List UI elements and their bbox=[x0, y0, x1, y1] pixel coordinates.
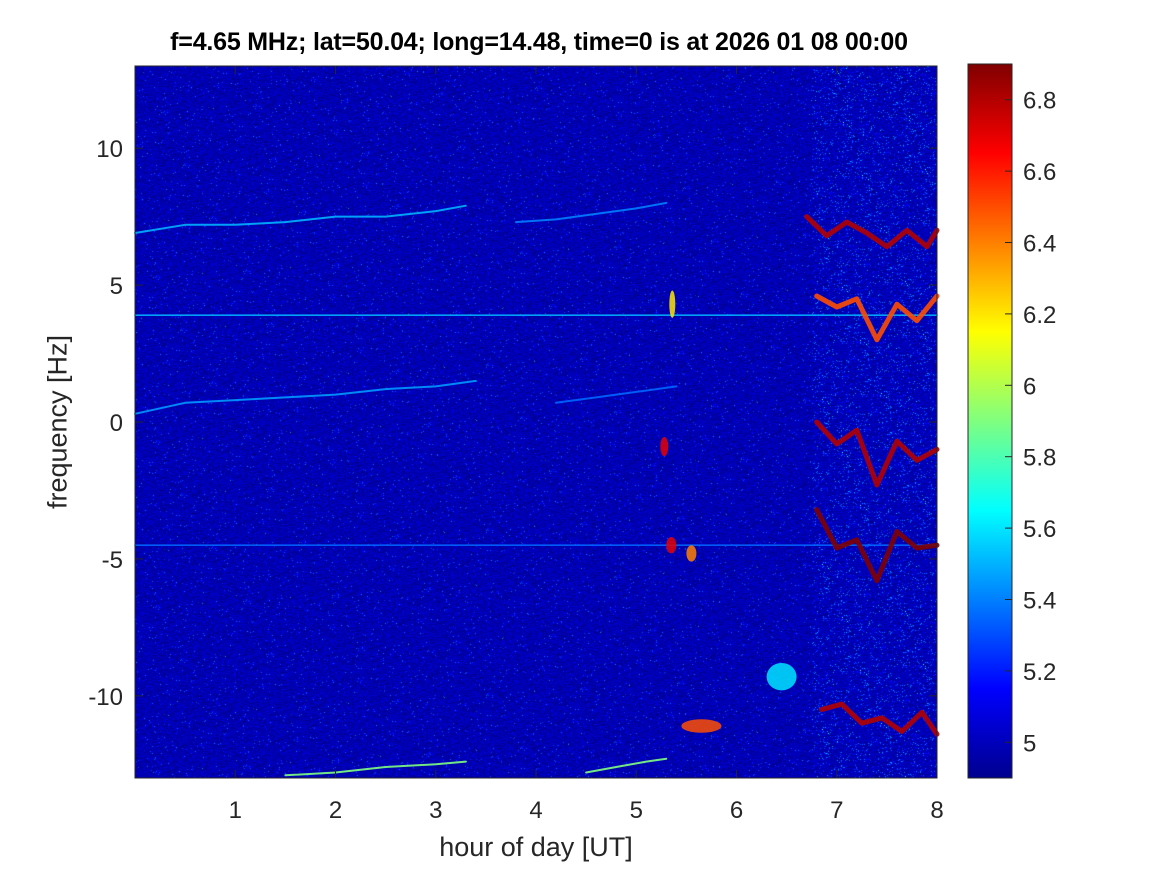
x-tick-label: 7 bbox=[830, 797, 843, 824]
colorbar-tick-label: 6.6 bbox=[1023, 159, 1056, 186]
doppler-trace-3 bbox=[515, 201, 668, 224]
doppler-trace-6 bbox=[284, 760, 467, 777]
doppler-trace-13 bbox=[804, 214, 940, 250]
y-axis-ticks: -10 -5 0 5 10 bbox=[88, 136, 937, 711]
colorbar-tick-label: 5 bbox=[1023, 730, 1036, 757]
signal-blob-9 bbox=[666, 537, 677, 554]
x-axis-label: hour of day [UT] bbox=[439, 832, 633, 862]
colorbar-ticks: 5 5.2 5.4 5.6 5.8 6 6.2 6.4 6.6 6.8 bbox=[1005, 88, 1056, 757]
y-tick-label: 10 bbox=[96, 136, 123, 163]
y-axis-label: frequency [Hz] bbox=[42, 334, 73, 510]
signal-blob-10 bbox=[686, 545, 697, 562]
x-tick-label: 1 bbox=[229, 797, 242, 824]
colorbar-tick-label: 6.8 bbox=[1023, 88, 1056, 115]
doppler-trace-15 bbox=[814, 419, 940, 488]
signal-blob-18 bbox=[766, 663, 797, 691]
doppler-trace-5 bbox=[555, 385, 678, 404]
colorbar-frame bbox=[967, 63, 1013, 779]
x-tick-label: 2 bbox=[329, 797, 342, 824]
y-tick-label: 5 bbox=[110, 273, 123, 300]
y-tick-label: -5 bbox=[102, 547, 123, 574]
colorbar-tick-label: 6 bbox=[1023, 373, 1036, 400]
signal-blob-8 bbox=[660, 437, 669, 457]
x-axis-ticks: 1 2 3 4 5 6 7 8 bbox=[229, 66, 944, 824]
doppler-trace-17 bbox=[819, 701, 940, 737]
colorbar-tick-label: 5.4 bbox=[1023, 588, 1056, 615]
doppler-trace-14 bbox=[814, 293, 940, 343]
x-tick-label: 4 bbox=[529, 797, 542, 824]
doppler-trace-7 bbox=[585, 757, 668, 774]
doppler-trace-2 bbox=[134, 204, 467, 234]
x-tick-label: 3 bbox=[429, 797, 442, 824]
colorbar-tick-label: 5.8 bbox=[1023, 445, 1056, 472]
x-tick-label: 6 bbox=[730, 797, 743, 824]
colorbar: 5 5.2 5.4 5.6 5.8 6 6.2 6.4 6.6 6.8 bbox=[967, 63, 1056, 779]
chart-title: f=4.65 MHz; lat=50.04; long=14.48, time=… bbox=[170, 28, 908, 56]
colorbar-tick-label: 5.6 bbox=[1023, 516, 1056, 543]
doppler-trace-16 bbox=[814, 507, 940, 584]
signal-blob-12 bbox=[669, 290, 676, 318]
x-tick-label: 8 bbox=[930, 797, 943, 824]
colorbar-tick-label: 6.2 bbox=[1023, 302, 1056, 329]
y-tick-label: 0 bbox=[110, 410, 123, 437]
colorbar-gradient bbox=[968, 64, 1012, 778]
y-tick-label: -10 bbox=[88, 684, 123, 711]
heatmap-raster bbox=[135, 66, 937, 778]
spectrogram-features bbox=[134, 201, 940, 777]
colorbar-tick-label: 6.4 bbox=[1023, 231, 1056, 258]
colorbar-tick-label: 5.2 bbox=[1023, 659, 1056, 686]
doppler-trace-4 bbox=[134, 379, 477, 415]
signal-blob-11 bbox=[681, 719, 722, 733]
x-tick-label: 5 bbox=[630, 797, 643, 824]
